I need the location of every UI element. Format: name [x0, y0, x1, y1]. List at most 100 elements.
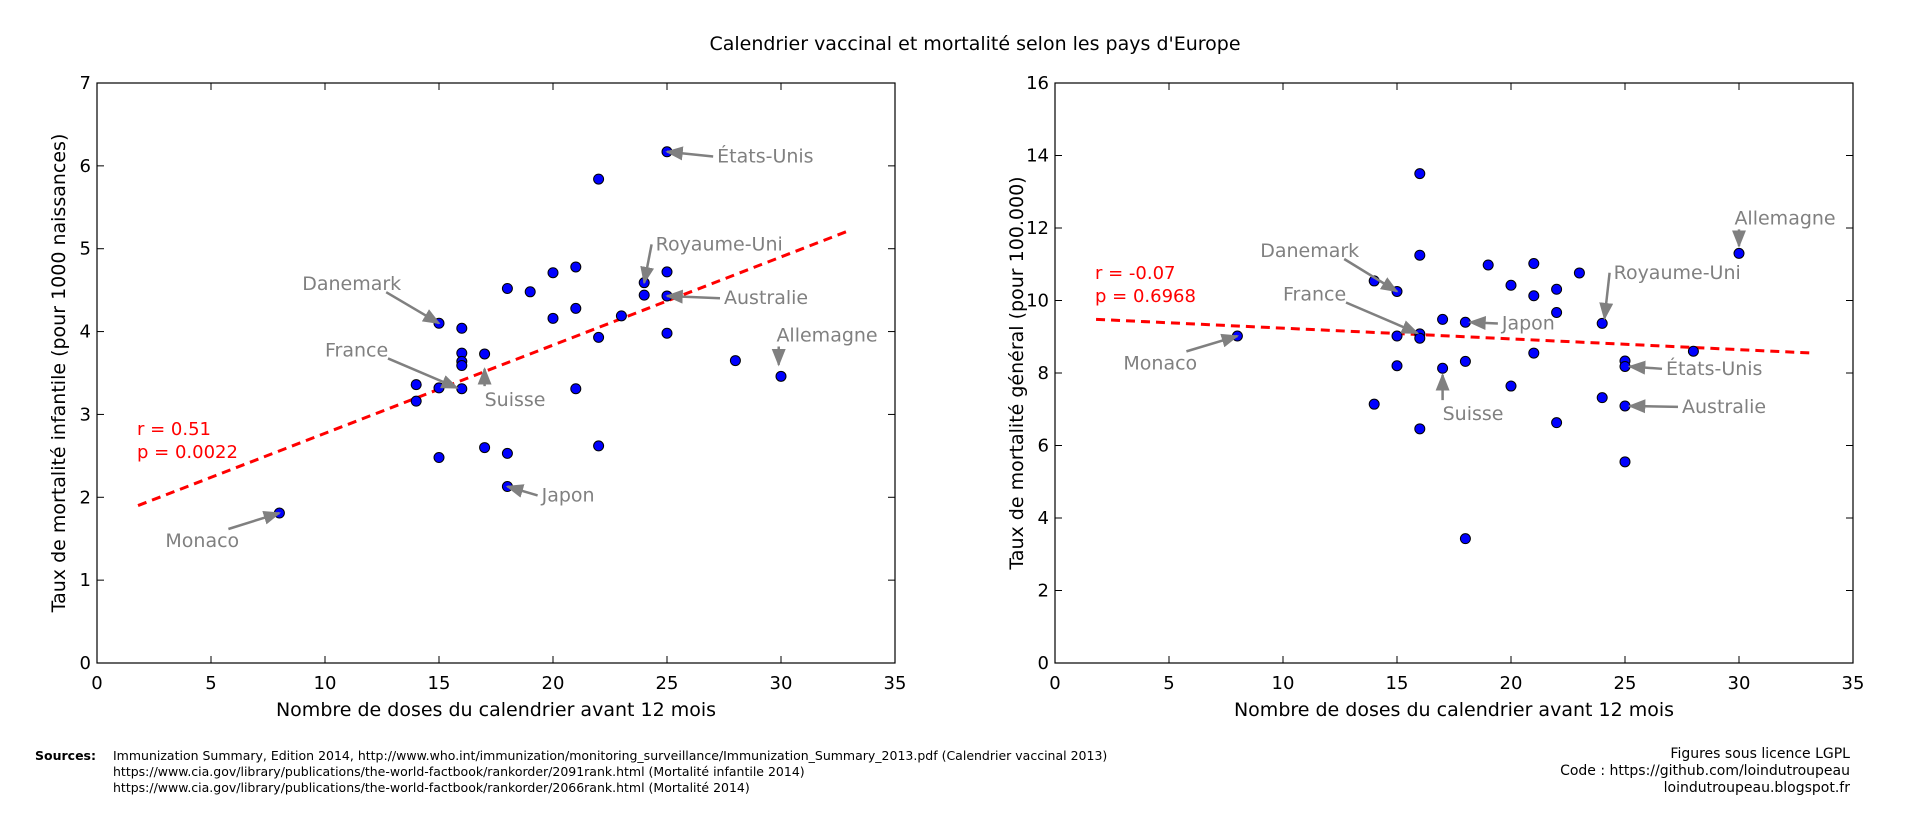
data-point: [1459, 355, 1471, 367]
data-point: [615, 310, 627, 322]
source-line: https://www.cia.gov/library/publications…: [113, 780, 750, 795]
data-point: [593, 440, 605, 452]
data-point: [1528, 347, 1540, 359]
x-tick-label: 20: [1500, 673, 1523, 694]
data-point: [1414, 249, 1426, 261]
annotation-arrow: [228, 511, 282, 531]
data-point: [479, 442, 491, 454]
x-tick-label: 30: [1728, 673, 1751, 694]
data-point: [410, 379, 422, 391]
annotation-label: Suisse: [485, 389, 546, 411]
regression-line: [1095, 317, 1813, 355]
data-point: [1596, 317, 1608, 329]
annotation-label: France: [325, 339, 388, 361]
annotation-arrow: [385, 291, 441, 325]
source-line: Immunization Summary, Edition 2014, http…: [113, 748, 1108, 763]
data-point: [1596, 392, 1608, 404]
regression-line: [137, 229, 850, 507]
x-axis-label: Nombre de doses du calendrier avant 12 m…: [1234, 699, 1674, 721]
data-point: [1459, 316, 1471, 328]
annotation-label: Australie: [1682, 396, 1766, 418]
annotation-label: Royaume-Uni: [656, 233, 783, 255]
annotation-arrow: [1599, 272, 1614, 321]
data-point: [547, 312, 559, 324]
annotation-label: Japon: [1501, 313, 1555, 335]
annotation-arrow: [505, 484, 538, 498]
data-point: [456, 322, 468, 334]
y-tick-label: 10: [1026, 291, 1049, 312]
y-tick-label: 6: [80, 156, 91, 177]
y-tick-label: 4: [1038, 508, 1049, 529]
x-tick-label: 5: [1163, 673, 1174, 694]
data-point: [1391, 360, 1403, 372]
data-point: [1505, 380, 1517, 392]
data-point: [1505, 279, 1517, 291]
data-point: [661, 266, 673, 278]
data-point: [1551, 283, 1563, 295]
sources-label: Sources:: [35, 748, 96, 763]
data-point: [501, 282, 513, 294]
credit-line: Code : https://github.com/loindutroupeau: [1560, 763, 1850, 779]
data-point: [1482, 259, 1494, 271]
annotation-label: Danemark: [1260, 240, 1359, 262]
annotation-label: États-Unis: [1666, 357, 1762, 380]
y-tick-label: 0: [80, 653, 91, 674]
annotation-arrow: [1343, 257, 1399, 293]
chart-general-mortality: 0 5 10 15 20 25 30 35 0 2 4 6 8 10 12 14 16 Nombre de dos…: [1006, 73, 1864, 721]
x-tick-label: 30: [770, 673, 793, 694]
data-point: [1619, 400, 1631, 412]
data-point: [1368, 398, 1380, 410]
x-tick-label: 10: [314, 673, 337, 694]
x-tick-label: 10: [1272, 673, 1295, 694]
annotation-arrow: [640, 244, 655, 285]
y-tick-label: 2: [1038, 581, 1049, 602]
data-point: [524, 286, 536, 298]
data-point: [433, 382, 445, 394]
y-tick-label: 0: [1038, 653, 1049, 674]
y-tick-label: 6: [1038, 436, 1049, 457]
data-point: [593, 173, 605, 185]
credit-line: loindutroupeau.blogspot.fr: [1663, 780, 1850, 796]
data-point: [410, 395, 422, 407]
annotation-arrow: [1627, 360, 1663, 375]
data-point: [1573, 267, 1585, 279]
x-tick-label: 0: [91, 673, 102, 694]
x-tick-label: 35: [884, 673, 907, 694]
annotation-label: Japon: [541, 484, 595, 506]
y-tick-label: 12: [1026, 218, 1049, 239]
source-line: https://www.cia.gov/library/publications…: [113, 764, 805, 779]
y-axis-label: Taux de mortalité général (pour 100.000): [1006, 176, 1028, 570]
annotation-arrow: [387, 357, 459, 390]
data-point: [456, 360, 468, 372]
plot-frame: [96, 82, 896, 664]
data-point: [1551, 306, 1563, 318]
x-tick-label: 20: [542, 673, 565, 694]
annotation-arrow: [665, 289, 721, 304]
data-point: [1687, 345, 1699, 357]
annotation-label: Monaco: [165, 530, 239, 552]
y-tick-label: 7: [80, 73, 91, 94]
x-tick-label: 5: [205, 673, 216, 694]
y-tick-label: 2: [80, 487, 91, 508]
annotation-label: Suisse: [1443, 403, 1504, 425]
data-point: [547, 267, 559, 279]
annotation-arrow: [665, 146, 714, 161]
data-point: [570, 261, 582, 273]
data-point: [1459, 533, 1471, 545]
data-point: [661, 327, 673, 339]
data-point: [1619, 456, 1631, 468]
stats-r: r = 0.51: [137, 419, 211, 440]
data-point: [775, 370, 787, 382]
data-point: [638, 289, 650, 301]
x-tick-label: 25: [656, 673, 679, 694]
data-point: [729, 355, 741, 367]
annotation-label: Royaume-Uni: [1614, 262, 1741, 284]
y-tick-label: 8: [1038, 363, 1049, 384]
data-point: [1619, 360, 1631, 372]
stats-r: r = -0.07: [1095, 263, 1176, 284]
data-point: [1437, 313, 1449, 325]
x-tick-label: 15: [1386, 673, 1409, 694]
data-point: [1414, 332, 1426, 344]
chart-infant-mortality: 0 5 10 15 20 25 30 35 0 1 2 3 4 5 6 7 Nombre de doses du…: [48, 73, 906, 721]
annotation-arrow: [1345, 301, 1420, 335]
